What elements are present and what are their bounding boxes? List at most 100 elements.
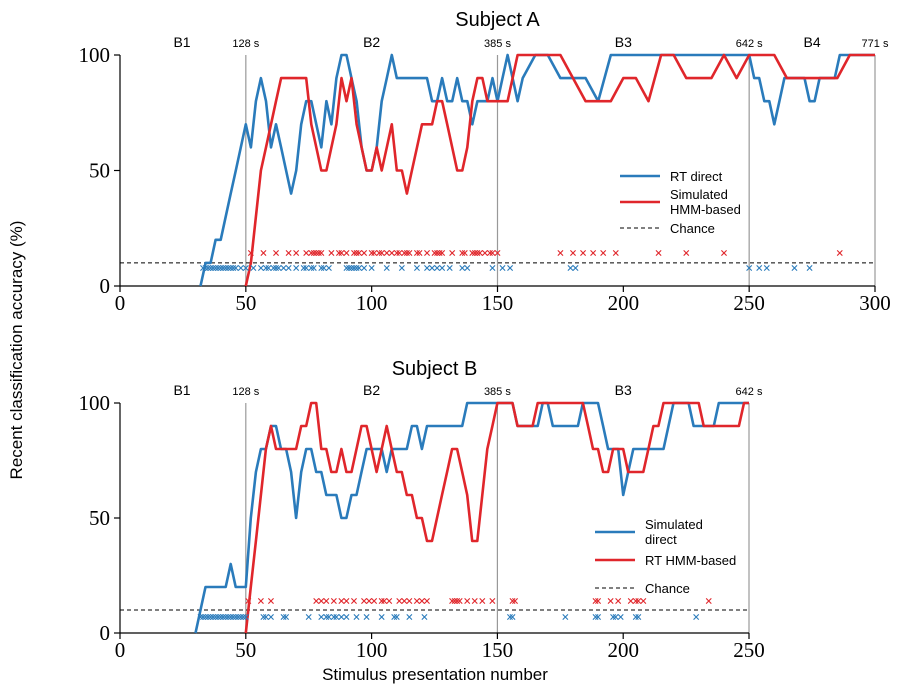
block-label: B3 xyxy=(615,34,632,50)
blue-x-marker xyxy=(222,265,229,271)
boundary-time-label: 385 s xyxy=(484,38,511,50)
blue-x-marker xyxy=(506,614,513,620)
red-x-marker xyxy=(388,250,395,256)
red-x-marker xyxy=(413,598,420,604)
red-x-marker xyxy=(376,250,383,256)
red-x-marker xyxy=(607,598,614,604)
red-x-marker xyxy=(476,250,483,256)
blue-x-marker xyxy=(325,614,332,620)
block-label: B1 xyxy=(173,34,190,50)
red-x-marker xyxy=(308,250,315,256)
block-label: B4 xyxy=(804,34,821,50)
red-x-marker xyxy=(439,250,446,256)
red-x-marker xyxy=(318,250,325,256)
block-label: B2 xyxy=(363,382,380,398)
block-label: B2 xyxy=(363,34,380,50)
x-tick-label: 50 xyxy=(235,291,256,315)
red-x-marker xyxy=(403,250,410,256)
red-x-marker xyxy=(721,250,727,256)
red-x-marker xyxy=(580,250,587,256)
blue-x-marker xyxy=(424,265,431,271)
red-x-marker xyxy=(310,250,317,256)
blue-x-marker xyxy=(222,614,229,620)
blue-x-marker xyxy=(273,265,280,271)
red-x-marker xyxy=(451,598,458,604)
red-x-marker xyxy=(635,598,642,604)
red-x-marker xyxy=(612,250,619,256)
blue-x-marker xyxy=(635,614,642,620)
red-x-marker xyxy=(313,598,320,604)
red-x-marker xyxy=(338,598,345,604)
y-axis-label: Recent classification accuracy (%) xyxy=(7,221,26,480)
red-x-marker xyxy=(590,250,597,256)
x-tick-label: 150 xyxy=(482,291,514,315)
blue-x-marker xyxy=(250,265,257,271)
red-x-marker xyxy=(627,598,634,604)
red-x-marker xyxy=(592,598,599,604)
blue-x-marker xyxy=(353,265,360,271)
red-x-marker xyxy=(449,598,456,604)
blue-x-marker xyxy=(562,614,569,620)
red-x-marker xyxy=(335,250,342,256)
red-x-marker xyxy=(418,598,425,604)
blue-x-marker xyxy=(592,614,599,620)
blue-x-marker xyxy=(240,614,247,620)
boundary-time-label: 128 s xyxy=(232,386,259,398)
blue-x-marker xyxy=(330,614,337,620)
legend-label: Chance xyxy=(670,221,715,236)
blue-x-marker xyxy=(300,265,307,271)
red-x-marker xyxy=(343,250,350,256)
red-x-marker xyxy=(557,250,564,256)
blue-x-marker xyxy=(217,265,224,271)
blue-x-marker xyxy=(489,265,496,271)
blue-x-marker xyxy=(499,265,506,271)
red-x-marker xyxy=(353,250,360,256)
red-x-marker xyxy=(393,250,400,256)
red-x-marker xyxy=(323,598,330,604)
y-tick-label: 0 xyxy=(100,274,111,298)
red-x-marker xyxy=(471,598,478,604)
legend-label: Chance xyxy=(645,581,690,596)
blue-x-marker xyxy=(202,265,209,271)
blue-x-marker xyxy=(413,265,420,271)
blue-x-marker xyxy=(446,265,453,271)
chart-title: Subject A xyxy=(455,9,540,31)
red-x-marker xyxy=(303,250,310,256)
red-x-marker xyxy=(267,598,274,604)
blue-x-marker xyxy=(215,614,222,620)
blue-x-marker xyxy=(333,614,340,620)
boundary-time-label: 642 s xyxy=(736,38,763,50)
blue-x-marker xyxy=(356,265,363,271)
blue-x-marker xyxy=(391,614,398,620)
blue-x-marker xyxy=(507,265,514,271)
red-x-marker xyxy=(456,598,463,604)
blue-x-marker xyxy=(429,265,436,271)
x-tick-label: 200 xyxy=(607,638,639,662)
blue-x-marker xyxy=(202,614,209,620)
blue-x-marker xyxy=(343,265,350,271)
blue-x-marker xyxy=(237,614,244,620)
red-x-marker xyxy=(378,598,385,604)
blue-x-marker xyxy=(212,265,219,271)
red-x-marker xyxy=(474,250,481,256)
legend-label: RT direct xyxy=(670,169,723,184)
blue-x-marker xyxy=(260,614,267,620)
red-x-marker xyxy=(464,598,471,604)
blue-x-marker xyxy=(361,265,368,271)
red-x-marker xyxy=(396,250,403,256)
red-x-marker xyxy=(461,250,468,256)
series-line xyxy=(244,401,749,634)
y-tick-label: 50 xyxy=(89,506,110,530)
red-x-marker xyxy=(489,598,496,604)
red-x-marker xyxy=(489,250,496,256)
red-x-marker xyxy=(396,598,403,604)
x-axis-label: Stimulus presentation number xyxy=(322,665,548,684)
blue-x-marker xyxy=(262,614,269,620)
blue-x-marker xyxy=(303,265,310,271)
red-x-marker xyxy=(509,598,516,604)
red-x-marker xyxy=(361,598,368,604)
red-x-marker xyxy=(705,598,712,604)
blue-x-marker xyxy=(230,265,237,271)
red-x-marker xyxy=(600,250,607,256)
blue-x-marker xyxy=(267,614,274,620)
